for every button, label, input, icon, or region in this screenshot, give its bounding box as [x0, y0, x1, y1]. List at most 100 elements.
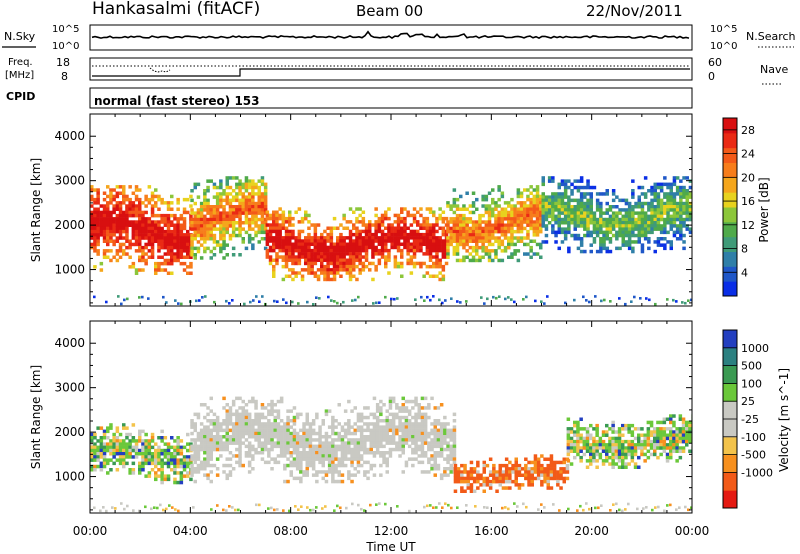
velocity-echo-cell — [543, 473, 547, 477]
velocity-echo-cell — [353, 406, 357, 410]
velocity-echo-cell — [235, 419, 239, 423]
power-echo-cell — [196, 224, 201, 228]
power-ylabel: Slant Range [km] — [29, 158, 43, 262]
power-echo-cell — [592, 227, 597, 231]
velocity-echo-cell — [589, 433, 593, 437]
power-echo-cell — [173, 217, 177, 221]
velocity-echo-cell — [260, 447, 265, 452]
velocity-echo-cell — [582, 436, 587, 441]
power-echo-cell — [570, 214, 574, 219]
power-echo-cell — [179, 229, 184, 234]
velocity-echo-cell — [630, 433, 635, 437]
power-echo-cell — [251, 217, 255, 222]
power-echo-cell — [109, 236, 113, 240]
power-echo-cell — [428, 252, 433, 256]
power-echo-cell — [307, 248, 311, 253]
power-echo-cell — [186, 242, 190, 247]
power-echo-cell — [672, 176, 677, 180]
power-echo-cell — [599, 224, 603, 228]
velocity-echo-cell — [176, 480, 180, 485]
velocity-echo-cell — [144, 474, 148, 478]
power-echo-cell — [106, 255, 110, 259]
power-echo-cell — [147, 223, 152, 227]
velocity-echo-cell — [347, 473, 351, 477]
velocity-echo-cell — [546, 463, 550, 468]
power-echo-cell — [438, 216, 442, 221]
velocity-echo-cell — [372, 431, 377, 436]
velocity-echo-cell — [653, 439, 657, 444]
power-echo-cell — [257, 195, 261, 199]
power-echo-cell — [364, 236, 369, 240]
power-echo-cell — [547, 208, 552, 212]
velocity-echo-cell — [199, 447, 204, 452]
power-echo-cell — [122, 188, 126, 192]
velocity-echo-cell — [552, 467, 557, 471]
power-echo-cell — [307, 252, 311, 256]
velocity-echo-cell — [573, 430, 577, 434]
power-echo-cell — [608, 214, 613, 219]
power-echo-cell — [468, 204, 473, 208]
velocity-echo-cell — [375, 425, 380, 429]
power-echo-cell — [672, 198, 677, 203]
velocity-echo-cell — [633, 462, 638, 466]
power-echo-cell — [90, 220, 94, 224]
power-echo-cell — [122, 201, 126, 205]
power-echo-cell — [409, 245, 414, 250]
velocity-echo-cell — [134, 455, 139, 459]
power-echo-cell — [118, 204, 123, 208]
power-echo-cell — [690, 298, 692, 302]
power-echo-cell — [679, 211, 683, 215]
velocity-echo-cell — [420, 444, 425, 449]
power-echo-cell — [278, 236, 282, 240]
velocity-echo-cell — [112, 432, 116, 437]
power-echo-cell — [412, 239, 417, 243]
power-echo-cell — [244, 201, 249, 206]
power-echo-cell — [278, 207, 282, 211]
power-echo-cell — [529, 217, 533, 221]
velocity-echo-cell — [176, 442, 180, 446]
power-echo-cell — [163, 220, 168, 224]
velocity-echo-cell — [449, 470, 453, 474]
velocity-echo-cell — [411, 422, 415, 426]
power-echo-cell — [213, 300, 216, 304]
velocity-echo-cell — [514, 473, 518, 477]
power-echo-cell — [244, 230, 249, 235]
power-echo-cell — [602, 224, 606, 228]
velocity-echo-cell — [375, 451, 380, 455]
power-echo-cell — [326, 274, 330, 278]
velocity-echo-cell — [128, 448, 132, 453]
velocity-echo-cell — [331, 419, 335, 423]
power-echo-cell — [141, 236, 145, 240]
power-echo-cell — [589, 208, 593, 212]
power-echo-cell — [241, 237, 245, 241]
power-echo-cell — [519, 210, 524, 215]
velocity-echo-cell — [222, 441, 226, 445]
velocity-echo-cell — [283, 431, 287, 436]
velocity-echo-cell — [611, 455, 615, 460]
velocity-echo-cell — [420, 451, 425, 455]
power-echo-cell — [672, 208, 677, 212]
power-echo-cell — [122, 213, 126, 218]
velocity-echo-cell — [276, 415, 281, 420]
nave-tick-top: 60 — [708, 56, 722, 69]
power-echo-cell — [396, 297, 399, 300]
power-echo-cell — [432, 236, 436, 240]
velocity-echo-cell — [318, 428, 322, 433]
velocity-echo-cell — [270, 457, 274, 461]
power-echo-cell — [128, 239, 132, 243]
power-echo-cell — [679, 185, 683, 190]
velocity-echo-cell — [244, 419, 249, 423]
velocity-echo-cell — [375, 431, 380, 436]
power-echo-cell — [579, 237, 584, 241]
velocity-echo-cell — [99, 468, 104, 472]
power-echo-cell — [455, 233, 460, 237]
velocity-echo-cell — [562, 470, 566, 474]
power-echo-cell — [631, 249, 635, 254]
power-echo-cell — [491, 207, 495, 211]
velocity-echo-cell — [206, 473, 210, 477]
velocity-echo-cell — [112, 445, 116, 450]
power-echo-cell — [247, 205, 252, 209]
velocity-echo-cell — [614, 455, 619, 460]
power-echo-cell — [532, 252, 537, 256]
power-echo-cell — [551, 192, 555, 196]
